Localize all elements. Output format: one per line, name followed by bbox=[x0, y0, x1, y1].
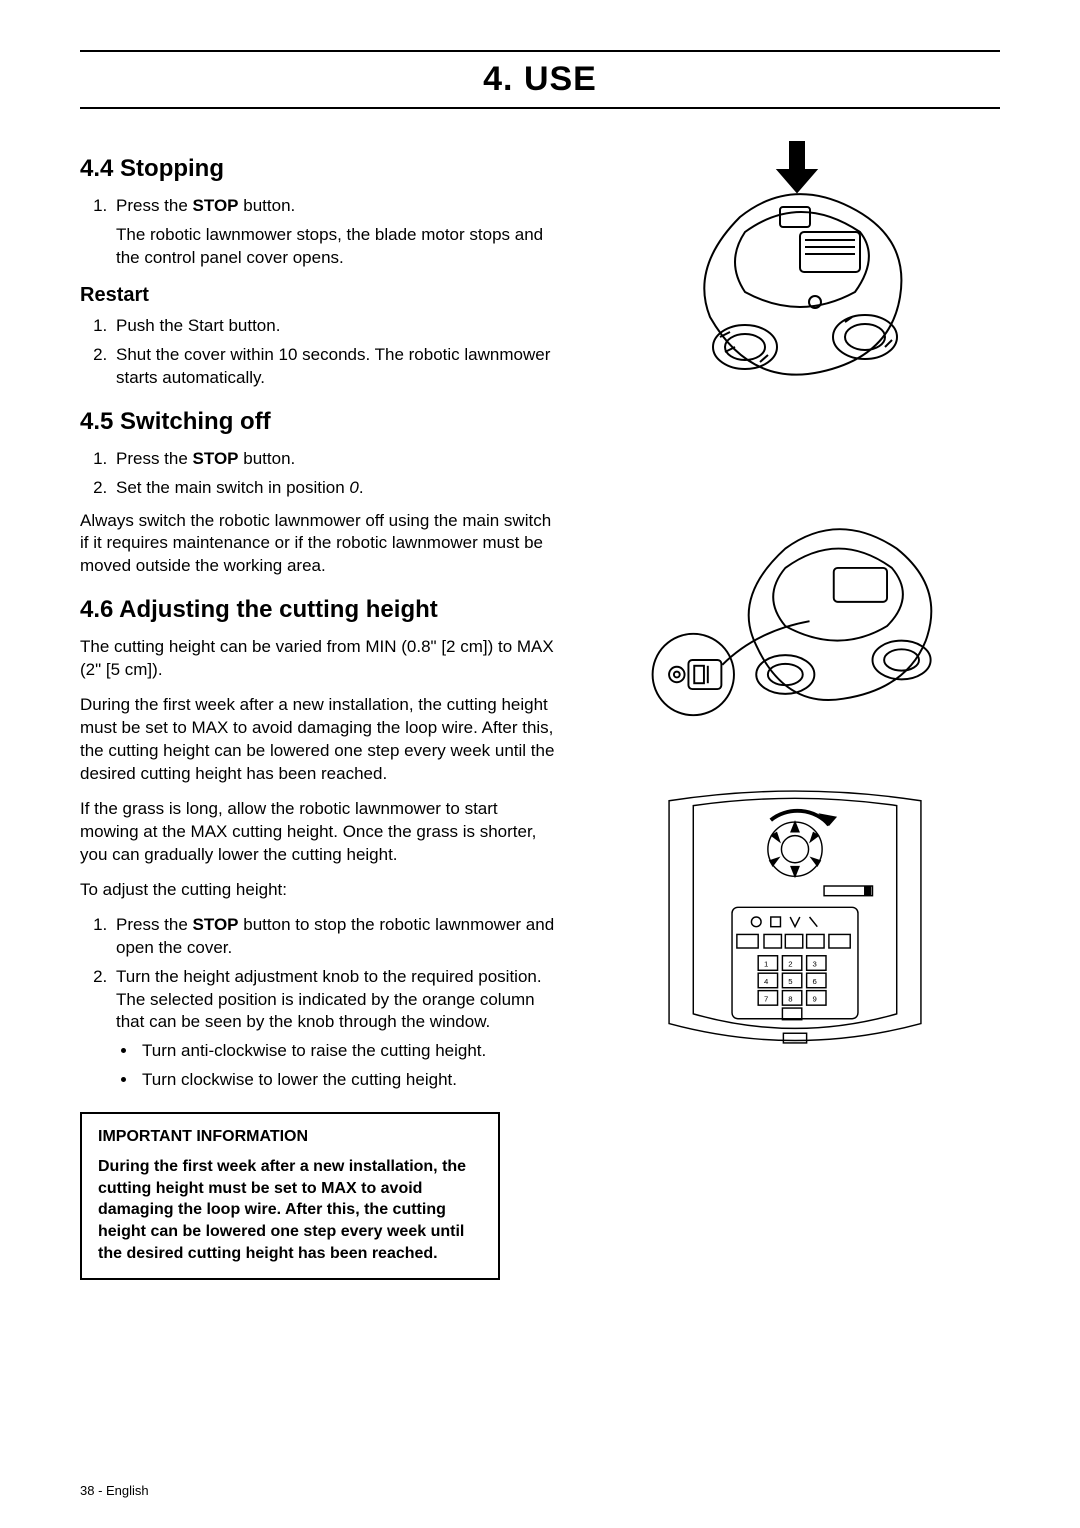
list-item: Press the STOP button to stop the roboti… bbox=[112, 914, 560, 960]
mower-stop-icon bbox=[650, 137, 940, 397]
step-text: Set the main switch in position bbox=[116, 478, 349, 497]
section-4-5-steps: Press the STOP button. Set the main swit… bbox=[80, 448, 560, 500]
figure-mower-stop bbox=[640, 137, 950, 397]
chapter-header: 4. USE bbox=[80, 50, 1000, 109]
direction-bullets: Turn anti-clockwise to raise the cutting… bbox=[116, 1040, 560, 1092]
list-item: Turn the height adjustment knob to the r… bbox=[112, 966, 560, 1093]
svg-text:6: 6 bbox=[812, 977, 816, 986]
list-item: Turn clockwise to lower the cutting heig… bbox=[138, 1069, 560, 1092]
info-box-body: During the first week after a new instal… bbox=[98, 1156, 482, 1264]
svg-text:7: 7 bbox=[764, 994, 768, 1003]
stop-label: STOP bbox=[193, 915, 239, 934]
list-item: Turn anti-clockwise to raise the cutting… bbox=[138, 1040, 560, 1063]
step-text: Press the bbox=[116, 196, 193, 215]
step-text: Press the bbox=[116, 915, 193, 934]
figure-mower-switch bbox=[640, 467, 950, 727]
important-info-box: IMPORTANT INFORMATION During the first w… bbox=[80, 1112, 500, 1280]
svg-text:2: 2 bbox=[788, 959, 792, 968]
section-4-6-title: 4.6 Adjusting the cutting height bbox=[80, 596, 560, 624]
svg-text:1: 1 bbox=[764, 959, 768, 968]
step-text: . bbox=[359, 478, 364, 497]
mower-switch-icon bbox=[640, 467, 950, 727]
figure-control-panel: 1 2 3 4 5 6 7 8 9 bbox=[640, 767, 950, 1067]
step-text: Turn the height adjustment knob to the r… bbox=[116, 967, 542, 1032]
stop-label: STOP bbox=[193, 449, 239, 468]
body-text: To adjust the cutting height: bbox=[80, 879, 560, 902]
page-footer: 38 - English bbox=[80, 1483, 149, 1498]
body-text: If the grass is long, allow the robotic … bbox=[80, 798, 560, 867]
figure-column: 1 2 3 4 5 6 7 8 9 bbox=[590, 137, 1000, 1280]
step-text: Press the bbox=[116, 449, 193, 468]
restart-title: Restart bbox=[80, 284, 560, 307]
svg-text:3: 3 bbox=[812, 959, 816, 968]
svg-text:4: 4 bbox=[764, 977, 769, 986]
chapter-title: 4. USE bbox=[80, 60, 1000, 99]
restart-steps: Push the Start button. Shut the cover wi… bbox=[80, 315, 560, 390]
control-panel-icon: 1 2 3 4 5 6 7 8 9 bbox=[640, 767, 950, 1067]
step-body: The robotic lawnmower stops, the blade m… bbox=[116, 224, 560, 270]
section-4-5-title: 4.5 Switching off bbox=[80, 408, 560, 436]
content-columns: 4.4 Stopping Press the STOP button. The … bbox=[80, 137, 1000, 1280]
svg-text:8: 8 bbox=[788, 994, 792, 1003]
list-item: Press the STOP button. bbox=[112, 448, 560, 471]
section-4-6-steps: Press the STOP button to stop the roboti… bbox=[80, 914, 560, 1093]
section-4-4-steps: Press the STOP button. The robotic lawnm… bbox=[80, 195, 560, 270]
list-item: Shut the cover within 10 seconds. The ro… bbox=[112, 344, 560, 390]
stop-label: STOP bbox=[193, 196, 239, 215]
list-item: Push the Start button. bbox=[112, 315, 560, 338]
step-text: button. bbox=[239, 196, 296, 215]
position-zero: 0 bbox=[349, 478, 358, 497]
info-box-title: IMPORTANT INFORMATION bbox=[98, 1128, 482, 1146]
section-4-5-para: Always switch the robotic lawnmower off … bbox=[80, 510, 560, 579]
svg-text:9: 9 bbox=[812, 994, 816, 1003]
list-item: Set the main switch in position 0. bbox=[112, 477, 560, 500]
section-4-4-title: 4.4 Stopping bbox=[80, 155, 560, 183]
list-item: Press the STOP button. The robotic lawnm… bbox=[112, 195, 560, 270]
body-text: During the first week after a new instal… bbox=[80, 694, 560, 786]
step-text: button. bbox=[239, 449, 296, 468]
text-column: 4.4 Stopping Press the STOP button. The … bbox=[80, 137, 560, 1280]
body-text: The cutting height can be varied from MI… bbox=[80, 636, 560, 682]
svg-text:5: 5 bbox=[788, 977, 792, 986]
